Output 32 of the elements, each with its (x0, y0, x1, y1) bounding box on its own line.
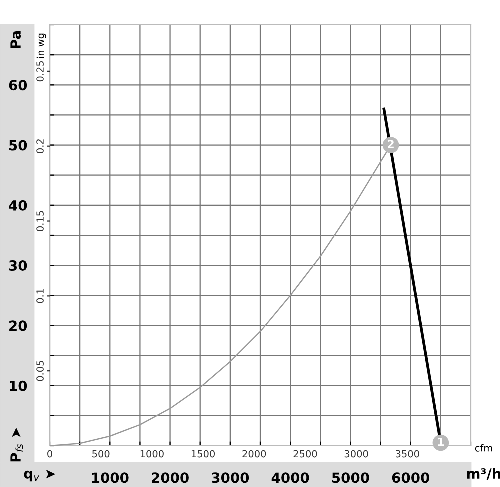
x-tick-label: 5000 (332, 472, 370, 484)
y-axis-title: Pa (10, 32, 22, 48)
text: q$_{v}$ ➤ (24, 470, 56, 482)
y2-tick-label: 0.1 (36, 289, 44, 304)
x-tick-label: 6000 (392, 472, 430, 484)
y2-tick-label: 0.2 (36, 140, 44, 154)
y-tick-label: 60 (9, 80, 28, 91)
x2-tick-label: 3000 (344, 450, 368, 458)
x2-tick-label: 500 (92, 450, 110, 458)
text: P$_{fs}$ ➤ (10, 428, 24, 462)
y-tick-label: 20 (10, 320, 28, 332)
y2-tick-label: 0.25 (36, 61, 44, 82)
x2-tick-label: 0 (48, 450, 52, 458)
x2-tick-label: 1500 (192, 450, 215, 458)
annotation: 2 (388, 140, 394, 148)
y2-tick-label: 0.05 (36, 361, 44, 382)
x-tick-label: 2000 (152, 472, 189, 484)
y2-tick-label: 0.15 (36, 211, 44, 232)
y2-axis-title: in wg (36, 34, 46, 58)
x2-tick-label: 1000 (140, 450, 164, 458)
x-tick-label: 3000 (212, 472, 250, 484)
y-tick-label: 40 (9, 200, 28, 211)
x2-tick-label: 2500 (294, 450, 318, 458)
y-tick-label: 30 (9, 260, 28, 272)
x2-tick-label: 2000 (242, 450, 266, 458)
x-tick-label: 4000 (272, 472, 310, 484)
y-tick-label: 50 (10, 140, 28, 151)
x2-axis-title: cfm (475, 444, 492, 452)
y-tick-label: 10 (10, 380, 28, 392)
annotation: 1 (438, 438, 444, 446)
x2-tick-label: 3500 (396, 450, 420, 458)
x-tick-label: 1000 (92, 472, 129, 484)
